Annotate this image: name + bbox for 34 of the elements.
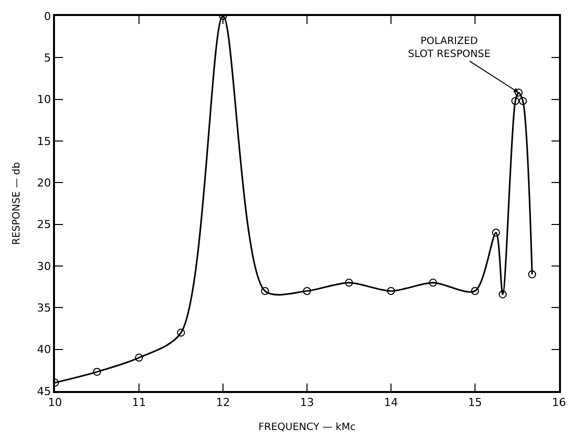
point xyxy=(492,228,500,237)
y-tick-label: 25 xyxy=(37,218,52,232)
point xyxy=(498,290,507,298)
y-axis-title: RESPONSE — db xyxy=(12,162,23,245)
point xyxy=(261,287,269,295)
x-tick-label: 15 xyxy=(468,396,482,409)
x-axis-title: FREQUENCY — kMc xyxy=(258,422,356,433)
y-tick-label: 20 xyxy=(37,176,52,190)
x-tick-label: 12 xyxy=(216,396,230,409)
y-tick-label: 35 xyxy=(37,302,52,315)
x-tick-label: 11 xyxy=(132,396,146,409)
point xyxy=(429,278,437,287)
y-tick-label: 5 xyxy=(44,52,52,65)
point xyxy=(514,88,523,97)
y-tick-label: 30 xyxy=(37,260,52,273)
point xyxy=(471,287,479,295)
point xyxy=(177,328,185,337)
x-tick-label: 16 xyxy=(552,396,566,409)
point xyxy=(528,270,536,278)
point xyxy=(93,368,101,376)
point xyxy=(387,287,395,295)
annotation: POLARIZED SLOT RESPONSE xyxy=(408,36,490,60)
point xyxy=(511,97,520,105)
point xyxy=(135,354,143,362)
y-tick-label: 40 xyxy=(37,343,52,356)
x-tick-label: 13 xyxy=(300,396,314,409)
y-tick-label: 45 xyxy=(37,384,52,398)
x-tick-label: 14 xyxy=(384,396,398,409)
y-tick-label: 0 xyxy=(44,10,52,23)
point xyxy=(345,278,353,287)
point xyxy=(518,97,527,105)
y-tick-label: 10 xyxy=(37,93,52,106)
point xyxy=(303,287,311,295)
y-tick-label: 15 xyxy=(37,134,52,148)
